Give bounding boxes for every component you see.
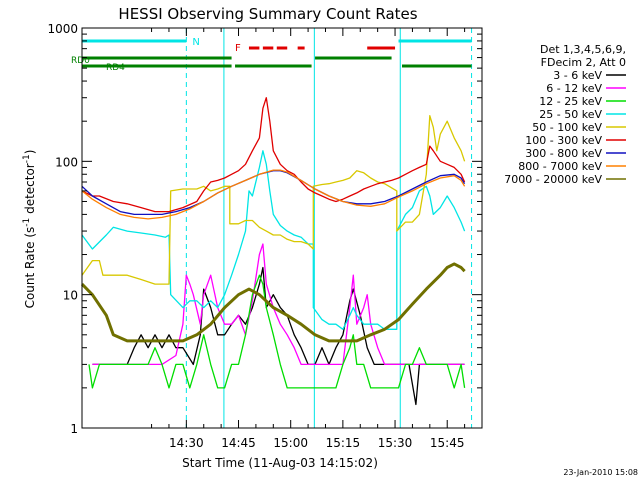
rd4-label: RD4 [106, 63, 125, 73]
series-line-50_100 [81, 115, 466, 285]
x-tick-label: 15:15 [326, 436, 361, 450]
legend-entry: 3 - 6 keV [553, 69, 626, 82]
legend-label: 7000 - 20000 keV [504, 173, 602, 186]
legend-entry: 100 - 300 keV [525, 134, 626, 147]
legend-label: 800 - 7000 keV [518, 160, 602, 173]
y-tick-label: 10 [63, 289, 78, 303]
y-axis-label-sup2: -1 [22, 154, 32, 163]
legend-label: 50 - 100 keV [532, 121, 602, 134]
series-line-25_50 [81, 150, 466, 330]
y-tick-label: 1000 [47, 22, 78, 36]
legend-entry: 6 - 12 keV [546, 82, 626, 95]
x-tick-label: 15:45 [430, 436, 465, 450]
y-axis-label-sup1: -1 [22, 218, 32, 227]
legend: Det 1,3,4,5,6,9, FDecim 2, Att 0 3 - 6 k… [504, 43, 626, 186]
y-axis-label-post: ) [23, 150, 37, 155]
legend-entry: 800 - 7000 keV [518, 160, 626, 173]
legend-entry: 300 - 800 keV [525, 147, 626, 160]
x-axis-label: Start Time (11-Aug-03 14:15:02) [182, 456, 378, 470]
series-line-800_7000 [81, 169, 466, 220]
y-tick-label: 100 [55, 155, 78, 169]
x-tick-label: 14:45 [221, 436, 256, 450]
legend-entry: 50 - 100 keV [532, 121, 626, 134]
legend-entry: 7000 - 20000 keV [504, 173, 626, 186]
legend-label: 3 - 6 keV [553, 69, 602, 82]
series-layer [80, 97, 466, 406]
footer-date: 23-Jan-2010 15:08 [563, 468, 638, 477]
x-tick-label: 14:30 [169, 436, 204, 450]
axis-layer: 14:30 14:45 15:00 15:15 15:30 15:45 1 10 100 1000 [47, 22, 483, 450]
y-axis-label-pre: Count Rate (s [23, 227, 37, 309]
legend-header-1: Det 1,3,4,5,6,9, [540, 43, 626, 56]
legend-label: 300 - 800 keV [525, 147, 602, 160]
plot-frame [81, 27, 483, 429]
legend-entry: 25 - 50 keV [539, 108, 626, 121]
legend-label: 100 - 300 keV [525, 134, 602, 147]
legend-header-2: FDecim 2, Att 0 [541, 56, 626, 69]
series-line-3_6 [92, 266, 465, 406]
rd0-label: RD0 [71, 56, 90, 66]
y-tick-label: 1 [70, 422, 78, 436]
series-line-7000_20000 [80, 262, 466, 343]
legend-entry: 12 - 25 keV [539, 95, 626, 108]
series-line-100_300 [81, 97, 466, 213]
annotation-layer: N F RD0 RD4 [71, 28, 473, 428]
legend-label: 25 - 50 keV [539, 108, 602, 121]
series-line-12_25 [88, 274, 466, 389]
x-tick-label: 15:30 [378, 436, 413, 450]
legend-label: 12 - 25 keV [539, 95, 602, 108]
y-axis-label: Count Rate (s-1 detector-1) [22, 150, 37, 309]
y-axis-label-mid: detector [23, 163, 37, 218]
night-label: N [192, 37, 199, 48]
x-tick-label: 15:00 [273, 436, 308, 450]
chart-title: HESSI Observing Summary Count Rates [118, 5, 417, 23]
series-line-6_12 [92, 243, 465, 366]
legend-label: 6 - 12 keV [546, 82, 602, 95]
flare-label: F [235, 43, 241, 54]
